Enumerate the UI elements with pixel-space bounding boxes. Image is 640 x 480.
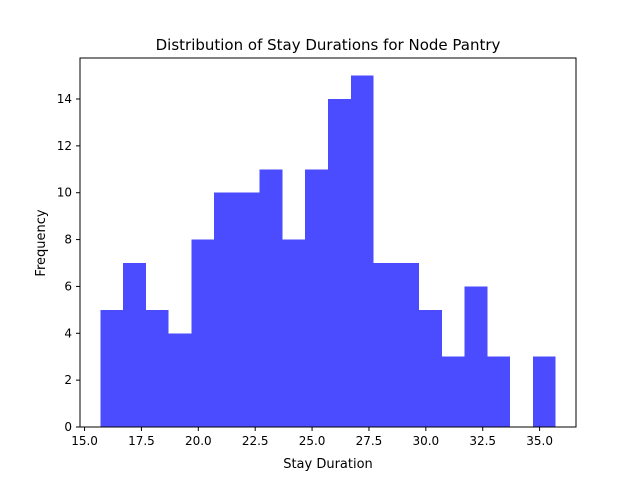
x-tick-label: 25.0: [299, 434, 326, 448]
x-tick-label: 20.0: [185, 434, 212, 448]
histogram-bar: [168, 333, 192, 427]
axes-layer: 15.0 17.5 20.0 22.5 25.0 27.5 30.0 32.5 35.0 0 2 4 6…: [57, 57, 577, 448]
y-tick-label: 8: [64, 233, 72, 247]
histogram-bar: [396, 263, 420, 427]
histogram-bar: [373, 263, 397, 427]
y-tick-label: 2: [64, 373, 72, 387]
histogram-bar: [145, 309, 169, 427]
x-tick-label: 17.5: [128, 434, 155, 448]
histogram-bar: [328, 99, 351, 427]
x-tick-label: 35.0: [526, 434, 553, 448]
y-tick-label: 12: [57, 139, 72, 153]
histogram-bar: [464, 286, 488, 427]
histogram-bar: [214, 192, 237, 427]
y-tick-label: 6: [64, 279, 72, 293]
histogram-bar: [441, 356, 465, 427]
histogram-bar: [419, 309, 442, 427]
x-tick-label: 32.5: [469, 434, 496, 448]
y-tick-label: 10: [57, 186, 72, 200]
y-tick-label: 14: [57, 92, 72, 106]
histogram-bar: [191, 239, 215, 427]
histogram-bar: [123, 263, 146, 427]
x-tick-label: 27.5: [356, 434, 383, 448]
histogram-bar: [236, 192, 260, 427]
x-tick-label: 15.0: [71, 434, 98, 448]
histogram-bar: [350, 75, 374, 428]
histogram-bar: [305, 169, 328, 428]
histogram-bar: [532, 356, 556, 427]
y-tick-label: 0: [64, 420, 72, 434]
histogram-bar: [282, 239, 306, 427]
bars-layer: [100, 75, 556, 428]
histogram-bar: [259, 169, 283, 428]
x-axis-label: Stay Duration: [283, 457, 373, 472]
x-tick-label: 30.0: [412, 434, 439, 448]
y-axis-label: Frequency: [34, 209, 49, 276]
x-tick-label: 22.5: [242, 434, 269, 448]
plot-frame: [79, 57, 577, 428]
histogram-bar: [487, 356, 511, 427]
histogram-bar: [100, 309, 124, 427]
chart-title: Distribution of Stay Durations for Node …: [156, 36, 501, 54]
y-tick-label: 4: [64, 326, 72, 340]
